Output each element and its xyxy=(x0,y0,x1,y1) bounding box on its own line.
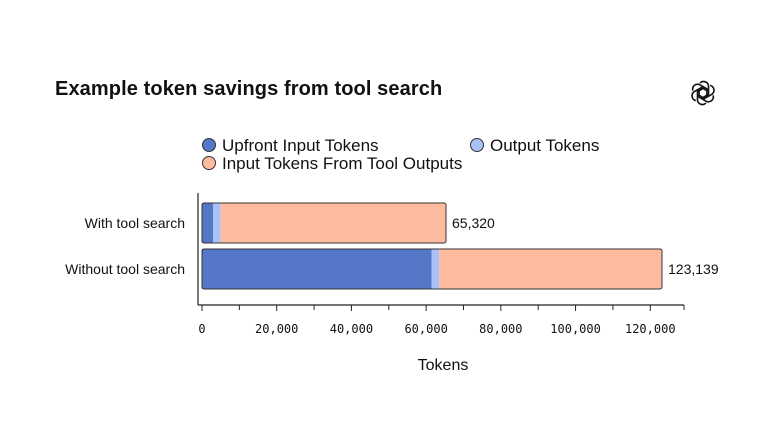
bar-segment-1-2 xyxy=(439,249,662,289)
category-label-1: Without tool search xyxy=(65,261,185,277)
bars xyxy=(201,202,663,290)
legend-marker-0 xyxy=(202,138,216,152)
total-label-0: 65,320 xyxy=(452,215,495,231)
legend-label-2: Input Tokens From Tool Outputs xyxy=(222,154,462,173)
x-tick-label-6: 120,000 xyxy=(625,322,676,336)
x-tick-label-0: 0 xyxy=(198,322,205,336)
bar-segment-0-0 xyxy=(202,203,214,243)
legend-label-1: Output Tokens xyxy=(490,136,599,155)
legend-marker-1 xyxy=(470,138,484,152)
legend-label-0: Upfront Input Tokens xyxy=(222,136,379,155)
category-labels: With tool search Without tool search xyxy=(65,215,185,277)
legend: Upfront Input Tokens Output Tokens Input T… xyxy=(202,136,599,173)
bar-segment-0-2 xyxy=(220,203,447,243)
total-labels: 65,320 123,139 xyxy=(452,215,719,277)
total-label-1: 123,139 xyxy=(668,261,719,277)
chart-title: Example token savings from tool search xyxy=(55,78,443,100)
x-tick-label-5: 100,000 xyxy=(550,322,601,336)
x-tick-label-2: 40,000 xyxy=(330,322,373,336)
bar-segment-0-1 xyxy=(213,203,221,243)
axes: 0 20,000 40,000 60,000 80,000 100,000 120,000 xyxy=(197,193,685,336)
x-tick-label-4: 80,000 xyxy=(479,322,522,336)
openai-logo-icon xyxy=(691,80,715,106)
x-tick-label-3: 60,000 xyxy=(404,322,447,336)
x-tick-label-1: 20,000 xyxy=(255,322,298,336)
bar-segment-1-0 xyxy=(202,249,432,289)
bar-segment-1-1 xyxy=(431,249,440,289)
bar-outline-1 xyxy=(201,248,663,290)
bar-outline-0 xyxy=(201,202,447,244)
x-axis-label: Tokens xyxy=(418,357,469,374)
category-label-0: With tool search xyxy=(85,215,185,231)
legend-marker-2 xyxy=(202,156,216,170)
